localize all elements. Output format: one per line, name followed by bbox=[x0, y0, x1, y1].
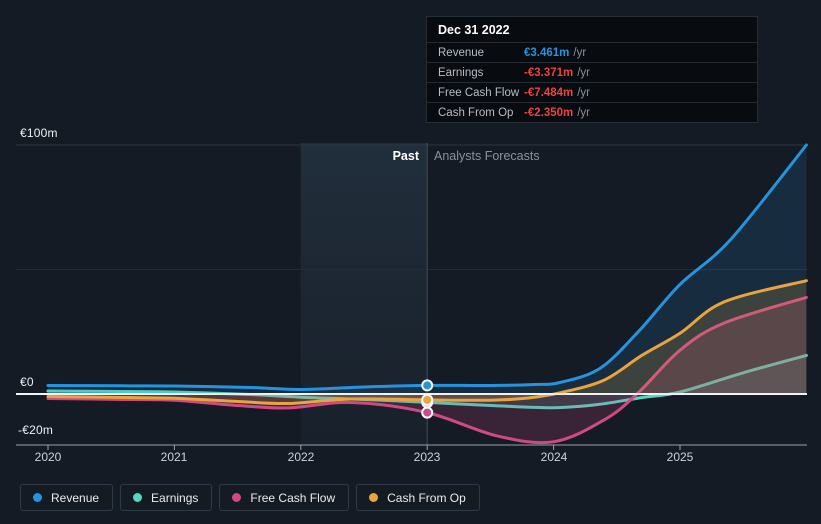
chart-legend: Revenue Earnings Free Cash Flow Cash From O… bbox=[20, 484, 480, 511]
y-axis-label-0: €0 bbox=[20, 375, 34, 389]
tooltip-row-revenue: Revenue €3.461m/yr bbox=[427, 42, 757, 62]
legend-label: Revenue bbox=[51, 490, 100, 505]
legend-item-earnings[interactable]: Earnings bbox=[120, 484, 213, 511]
earnings-dot-icon bbox=[133, 493, 143, 502]
legend-label: Earnings bbox=[151, 490, 199, 505]
x-axis-label-2020: 2020 bbox=[34, 450, 62, 464]
tooltip-date-title: Dec 31 2022 bbox=[438, 23, 510, 37]
legend-item-revenue[interactable]: Revenue bbox=[20, 484, 114, 511]
cash-from-op-line[interactable] bbox=[46, 279, 808, 406]
tooltip-row-free-cash-flow: Free Cash Flow -€7.484m/yr bbox=[427, 82, 757, 102]
tooltip-row-label: Free Cash Flow bbox=[438, 86, 520, 99]
x-axis-label-2022: 2022 bbox=[287, 450, 315, 464]
x-axis-label-2024: 2024 bbox=[540, 450, 568, 464]
revenue-area bbox=[48, 145, 807, 394]
tooltip-row-label: Earnings bbox=[438, 66, 484, 79]
past-section-label: Past bbox=[392, 149, 419, 163]
x-axis-label-2025: 2025 bbox=[666, 450, 694, 464]
cash-from-op-dot-icon bbox=[369, 493, 379, 502]
y-axis-label-neg20m: -€20m bbox=[18, 423, 54, 437]
tooltip-row-unit: /yr bbox=[577, 86, 591, 99]
tooltip-row-earnings: Earnings -€3.371m/yr bbox=[427, 62, 757, 82]
tooltip-row-label: Cash From Op bbox=[438, 106, 514, 119]
chart-tooltip: Dec 31 2022 Revenue €3.461m/yr Earnings -€3… bbox=[426, 16, 758, 123]
y-axis-label-100m: €100m bbox=[20, 126, 58, 140]
legend-item-cash-from-op[interactable]: Cash From Op bbox=[356, 484, 480, 511]
analysts-forecasts-label: Analysts Forecasts bbox=[434, 149, 540, 163]
free-cash-flow-dot-icon bbox=[232, 493, 242, 502]
legend-label: Free Cash Flow bbox=[250, 490, 336, 505]
tooltip-row-value: -€2.350m bbox=[524, 106, 574, 119]
free-cash-flow-line[interactable] bbox=[46, 295, 808, 445]
revenue-line[interactable] bbox=[46, 143, 808, 392]
legend-item-free-cash-flow[interactable]: Free Cash Flow bbox=[219, 484, 350, 511]
tooltip-row-value: €3.461m bbox=[524, 46, 570, 59]
marker-free-cash-flow[interactable] bbox=[421, 406, 434, 419]
free-cash-flow-area bbox=[48, 297, 807, 443]
tooltip-row-value: -€7.484m bbox=[524, 86, 574, 99]
x-axis-label-2021: 2021 bbox=[160, 450, 188, 464]
tooltip-row-unit: /yr bbox=[577, 106, 591, 119]
earnings-line[interactable] bbox=[46, 353, 808, 410]
marker-cash-from-op[interactable] bbox=[421, 393, 434, 406]
tooltip-row-cash-from-op: Cash From Op -€2.350m/yr bbox=[427, 102, 757, 122]
tooltip-row-value: -€3.371m bbox=[524, 66, 574, 79]
x-axis-label-2023: 2023 bbox=[413, 450, 441, 464]
legend-label: Cash From Op bbox=[387, 490, 466, 505]
marker-revenue[interactable] bbox=[421, 379, 434, 392]
tooltip-row-label: Revenue bbox=[438, 46, 485, 59]
revenue-dot-icon bbox=[33, 493, 42, 502]
tooltip-row-unit: /yr bbox=[573, 46, 587, 59]
tooltip-row-unit: /yr bbox=[577, 66, 591, 79]
cash-from-op-area bbox=[48, 280, 807, 404]
